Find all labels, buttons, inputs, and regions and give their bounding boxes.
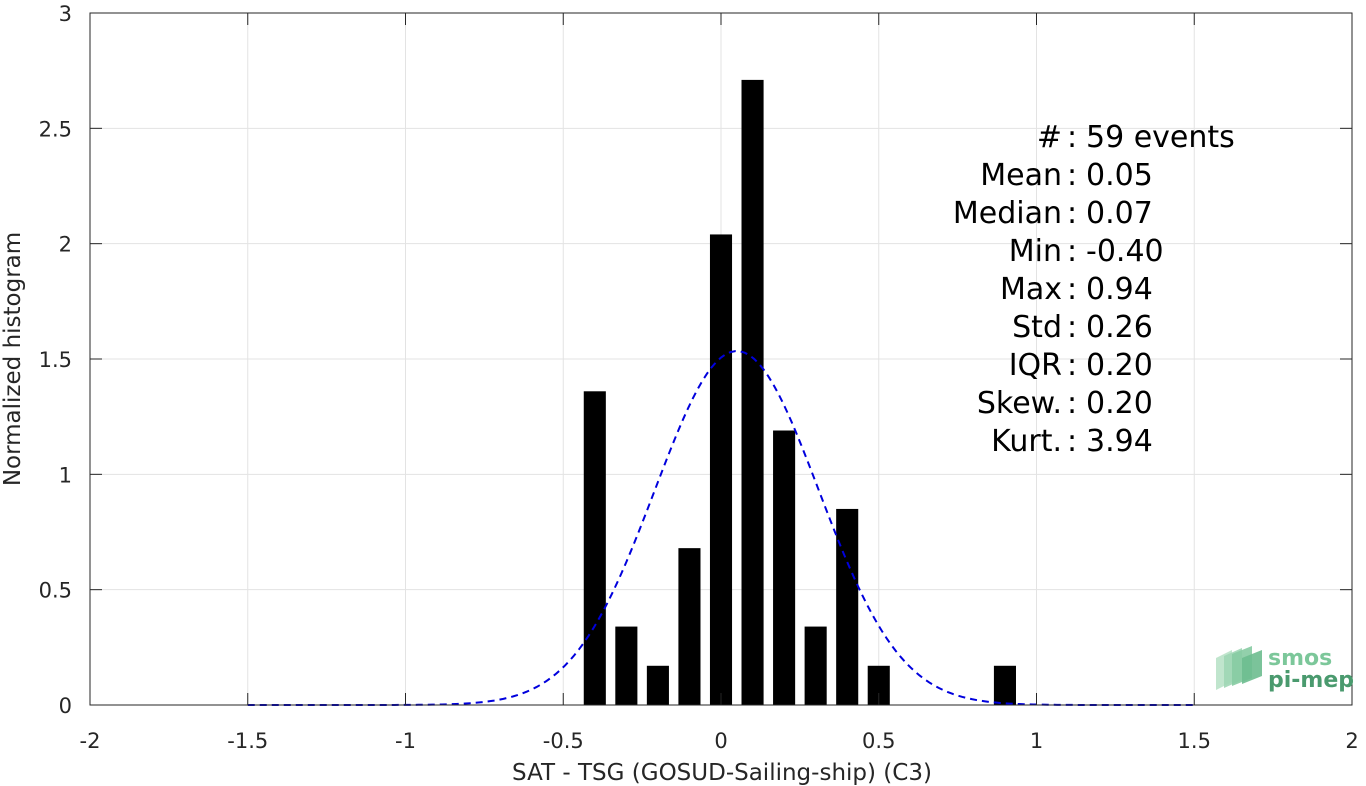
- axis-ticks: [89, 12, 1353, 706]
- histogram-bar: [867, 665, 890, 705]
- stat-label: Min: [1009, 234, 1062, 269]
- histogram-bar: [678, 548, 701, 705]
- y-tick-label: 2: [59, 233, 72, 257]
- stat-label: Max: [1000, 272, 1062, 307]
- x-tick-label: 1.5: [1178, 729, 1211, 753]
- x-axis-label: SAT - TSG (GOSUD-Sailing-ship) (C3): [512, 760, 932, 786]
- stat-separator: :: [1067, 348, 1077, 383]
- logo-text-smos: smos: [1268, 646, 1332, 671]
- histogram-bar: [836, 508, 859, 705]
- histogram-bar: [741, 79, 764, 706]
- stat-label: Median: [953, 196, 1062, 231]
- stat-separator: :: [1067, 234, 1077, 269]
- stat-value: 0.20: [1086, 348, 1153, 383]
- y-tick-label: 1: [59, 463, 72, 487]
- y-tick-label: 3: [59, 2, 72, 26]
- y-axis-label: Normalized histogram: [0, 232, 26, 486]
- y-tick-labels: 0 0.5 1 1.5 2 2.5 3: [39, 2, 72, 718]
- stat-label: Kurt.: [991, 424, 1062, 459]
- stat-value: 0.07: [1086, 196, 1153, 231]
- stat-separator: :: [1067, 424, 1077, 459]
- x-tick-label: 0.5: [862, 729, 895, 753]
- histogram-bar: [709, 234, 733, 705]
- histogram-bar: [804, 626, 827, 705]
- x-tick-label: -1.5: [227, 729, 268, 753]
- histogram-bar: [773, 430, 796, 705]
- stat-label: #: [1037, 120, 1062, 155]
- stat-label: IQR: [1009, 348, 1062, 383]
- x-tick-label: -1: [395, 729, 416, 753]
- x-tick-label: -2: [80, 729, 101, 753]
- histogram-bar: [993, 665, 1016, 705]
- y-tick-label: 2.5: [39, 117, 72, 141]
- x-tick-label: 2: [1345, 729, 1358, 753]
- stat-value: 59 events: [1086, 120, 1235, 155]
- stat-value: 0.26: [1086, 310, 1153, 345]
- x-tick-label: -0.5: [543, 729, 584, 753]
- stat-label: Skew.: [977, 386, 1062, 421]
- smos-pimep-logo: smos pi-mep: [1216, 646, 1354, 693]
- stat-separator: :: [1067, 386, 1077, 421]
- logo-text-pimep: pi-mep: [1268, 668, 1354, 693]
- logo-mark-icon: [1216, 646, 1262, 690]
- stat-separator: :: [1067, 158, 1077, 193]
- stat-separator: :: [1067, 120, 1077, 155]
- stat-value: 0.05: [1086, 158, 1153, 193]
- histogram-bar: [615, 626, 638, 705]
- x-tick-label: 0: [714, 729, 727, 753]
- y-tick-label: 0: [59, 694, 72, 718]
- y-tick-label: 1.5: [39, 348, 72, 372]
- histogram-bars: [583, 79, 1016, 706]
- stat-separator: :: [1067, 272, 1077, 307]
- stat-label: Std: [1012, 310, 1062, 345]
- stat-value: 0.94: [1086, 272, 1153, 307]
- stat-value: -0.40: [1086, 234, 1164, 269]
- stat-label: Mean: [980, 158, 1062, 193]
- stat-value: 3.94: [1086, 424, 1153, 459]
- x-tick-labels: -2 -1.5 -1 -0.5 0 0.5 1 1.5 2: [80, 729, 1359, 753]
- histogram-bar: [646, 665, 669, 705]
- histogram-bar: [583, 391, 606, 705]
- stat-separator: :: [1067, 196, 1077, 231]
- y-tick-label: 0.5: [39, 579, 72, 603]
- x-tick-label: 1: [1030, 729, 1043, 753]
- stat-value: 0.20: [1086, 386, 1153, 421]
- stat-separator: :: [1067, 310, 1077, 345]
